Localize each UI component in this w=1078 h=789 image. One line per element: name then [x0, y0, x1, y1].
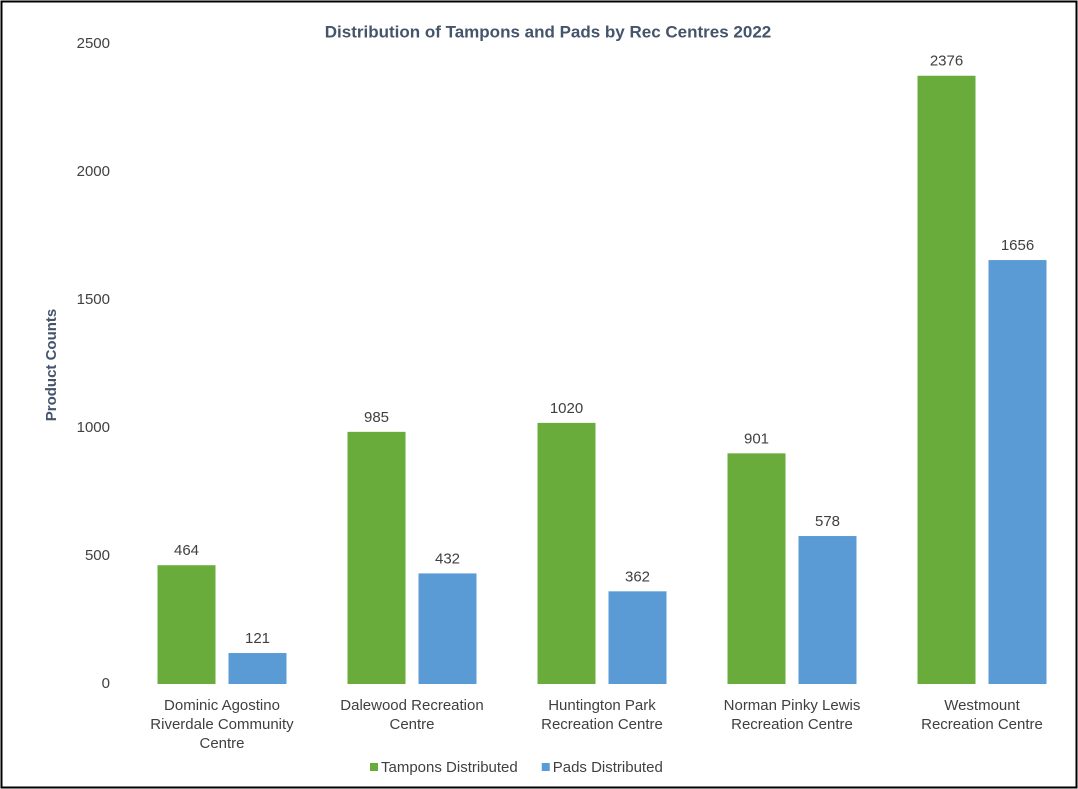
data-label: 121 — [245, 630, 270, 647]
y-axis-label: Product Counts — [43, 309, 60, 422]
y-tick-label: 2500 — [77, 35, 110, 52]
data-label: 901 — [744, 430, 769, 447]
legend-swatch — [541, 763, 550, 771]
data-label: 1020 — [550, 400, 583, 417]
bar — [537, 422, 596, 684]
bar — [228, 653, 287, 684]
data-label: 2376 — [930, 53, 963, 70]
x-tick-label: Huntington Park Recreation Centre — [541, 697, 663, 733]
bar — [917, 75, 976, 684]
data-label: 578 — [815, 513, 840, 530]
bar — [988, 260, 1047, 684]
chart-title: Distribution of Tampons and Pads by Rec … — [325, 22, 772, 41]
x-tick-label: Norman Pinky Lewis Recreation Centre — [723, 697, 861, 733]
data-label: 985 — [364, 409, 389, 426]
bar — [798, 536, 857, 684]
legend-label: Tampons Distributed — [381, 759, 518, 776]
bar — [608, 591, 667, 684]
y-tick-label: 2000 — [77, 163, 110, 180]
y-tick-label: 1000 — [77, 419, 110, 436]
x-tick-label: Westmount Recreation Centre — [921, 697, 1043, 733]
bar — [727, 453, 786, 684]
bar — [418, 573, 477, 684]
y-tick-label: 0 — [102, 675, 110, 692]
x-tick-label: Dominic Agostino Riverdale Community Cen… — [150, 697, 294, 752]
data-label: 1656 — [1001, 237, 1034, 254]
data-label: 432 — [435, 550, 460, 567]
y-tick-label: 1500 — [77, 291, 110, 308]
y-tick-label: 500 — [85, 547, 110, 564]
x-tick-label: Dalewood Recreation Centre — [340, 697, 484, 733]
bar — [157, 565, 216, 684]
data-label: 464 — [174, 542, 199, 559]
legend-label: Pads Distributed — [553, 759, 663, 776]
bar — [347, 431, 406, 684]
data-label: 362 — [625, 568, 650, 585]
legend-swatch — [370, 763, 378, 771]
